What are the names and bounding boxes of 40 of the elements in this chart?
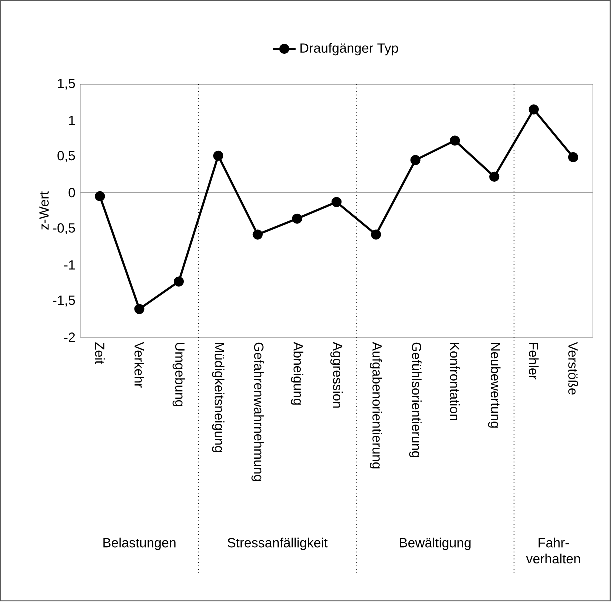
point xyxy=(95,192,106,202)
point xyxy=(489,172,500,182)
x-tick-label: Abneigung xyxy=(291,342,304,406)
point xyxy=(252,230,263,240)
x-tick-label: Fehler xyxy=(529,343,539,380)
text: Stressanfälligkeit xyxy=(228,538,328,550)
text: Bewältigung xyxy=(400,538,471,550)
y-tick-label: -1,5 xyxy=(53,296,76,307)
x-tick-label: Konfrontation xyxy=(450,343,460,421)
y-tick-label: 0 xyxy=(68,188,76,198)
y-tick-label: 1,5 xyxy=(58,79,76,90)
point xyxy=(528,104,540,115)
x-tick-label: Gefahrenwahrnehmung xyxy=(252,342,264,482)
legend-label: Draufgänger Typ xyxy=(300,43,398,56)
x-tick-label: Zeit xyxy=(95,342,106,364)
point xyxy=(213,151,224,162)
x-tick-label: Aufgabenorientierung xyxy=(370,342,382,469)
point xyxy=(410,155,421,166)
x-tick-label: Neubewertung xyxy=(488,343,501,428)
text: Belastungen xyxy=(104,538,176,550)
x-tick-label: Verkehr xyxy=(134,342,144,388)
point xyxy=(332,197,342,208)
y-tick-label: -2 xyxy=(64,332,76,342)
y-tick-label: -1 xyxy=(64,260,76,270)
point xyxy=(134,304,145,314)
point xyxy=(292,214,302,224)
x-tick-label: Aggression xyxy=(330,342,343,408)
point xyxy=(568,152,578,163)
y-tick-label: 0,5 xyxy=(58,151,76,162)
x-tick-label: Verstöße xyxy=(568,342,578,396)
x-tick-label: Gefühlsorientierung xyxy=(409,342,422,458)
text: Fahr-verhalten xyxy=(526,538,580,564)
point xyxy=(371,230,382,240)
y-tick-label: 1 xyxy=(69,116,76,126)
x-tick-label: Müdigkeitsneigung xyxy=(212,343,225,452)
point xyxy=(450,136,460,146)
x-tick-label: Umgebung xyxy=(172,343,186,407)
y-axis-title: z-Wert xyxy=(40,192,49,230)
y-tick-label: -0,5 xyxy=(53,224,76,235)
point xyxy=(174,276,184,288)
